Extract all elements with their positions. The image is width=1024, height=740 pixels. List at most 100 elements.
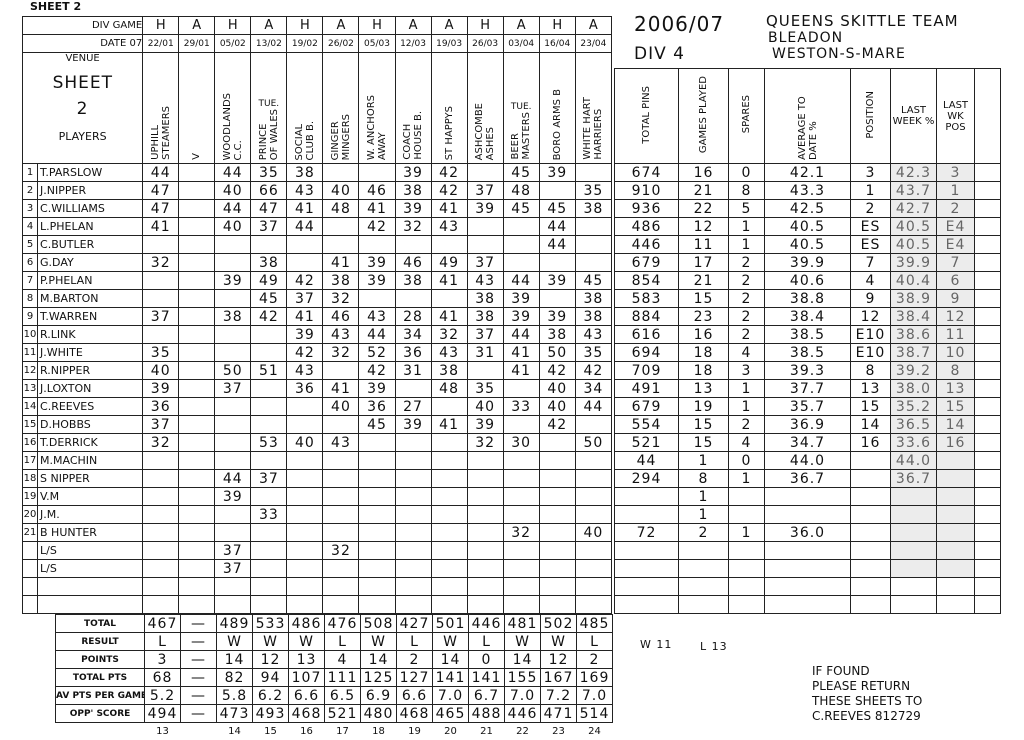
stat: 12	[851, 308, 891, 326]
score	[575, 236, 611, 254]
score: 33	[503, 398, 539, 416]
totals-value: 68	[145, 669, 181, 687]
score	[503, 470, 539, 488]
blank-cell	[143, 596, 179, 614]
stat: 36.0	[765, 524, 851, 542]
player-name: C.WILLIAMS	[38, 200, 143, 218]
score: 31	[467, 344, 503, 362]
score: 42	[575, 362, 611, 380]
score	[431, 236, 467, 254]
score	[431, 398, 467, 416]
score	[179, 362, 215, 380]
totals-value: —	[181, 669, 217, 687]
player-name: J.LOXTON	[38, 380, 143, 398]
blank-cell	[359, 578, 395, 596]
stat: 38.4	[891, 308, 937, 326]
score: 35	[143, 344, 179, 362]
blank-cell	[975, 506, 1001, 524]
score: 44	[215, 164, 251, 182]
stat: 7	[851, 254, 891, 272]
score: 42	[287, 344, 323, 362]
totals-value: 14	[217, 651, 253, 669]
totals-value: —	[181, 705, 217, 723]
stat: ES	[851, 236, 891, 254]
score	[395, 434, 431, 452]
stat: 13	[851, 380, 891, 398]
game-number: 22	[505, 723, 541, 740]
stat: 2	[679, 524, 729, 542]
score: 35	[575, 344, 611, 362]
score: 39	[215, 272, 251, 290]
score: 39	[215, 488, 251, 506]
score: 37	[143, 308, 179, 326]
score: 36	[143, 398, 179, 416]
blank-cell	[975, 542, 1001, 560]
score: 52	[359, 344, 395, 362]
stats-label: LAST WK POS	[937, 100, 974, 133]
score: 42	[287, 272, 323, 290]
score: 39	[395, 416, 431, 434]
score	[467, 470, 503, 488]
venue-cell: BORO ARMS B	[539, 53, 575, 164]
stats-label: SPARES	[741, 95, 752, 133]
score: 32	[323, 290, 359, 308]
blank-cell	[975, 416, 1001, 434]
player-number: 16	[23, 434, 38, 452]
venue: GINGER MINGERS	[330, 114, 352, 160]
stat	[851, 470, 891, 488]
venue-cell: SOCIAL CLUB B.	[287, 53, 323, 164]
stat: 8	[729, 182, 765, 200]
player-number: 12	[23, 362, 38, 380]
score	[251, 560, 287, 578]
home-away: A	[323, 17, 359, 35]
score	[179, 380, 215, 398]
blank-cell	[975, 344, 1001, 362]
blank-row	[615, 578, 1001, 596]
score	[323, 362, 359, 380]
score: 38	[539, 326, 575, 344]
sheet-label: SHEET 2	[53, 70, 113, 122]
totals-label: POINTS	[56, 651, 145, 669]
totals-value: L	[577, 633, 613, 651]
score	[179, 344, 215, 362]
score	[215, 326, 251, 344]
totals-value: 427	[397, 615, 433, 633]
home-away: A	[431, 17, 467, 35]
score: 45	[359, 416, 395, 434]
venue: WHITE HART HARRIERS	[582, 97, 604, 160]
player-number: 20	[23, 506, 38, 524]
stat: 38.4	[765, 308, 851, 326]
stats-label: GAMES PLAYED	[698, 76, 709, 153]
stat: 4	[729, 434, 765, 452]
score: 46	[395, 254, 431, 272]
stat: 38.5	[765, 344, 851, 362]
stat: 294	[615, 470, 679, 488]
venue: ST HAPPYS	[444, 106, 455, 160]
score	[251, 542, 287, 560]
score	[431, 560, 467, 578]
score	[503, 254, 539, 272]
score	[179, 182, 215, 200]
score: 36	[359, 398, 395, 416]
score: 32	[323, 344, 359, 362]
venue: UPHILL STEAMERS	[150, 106, 172, 160]
stat: 1	[729, 398, 765, 416]
score	[431, 434, 467, 452]
score: 37	[467, 254, 503, 272]
home-away: H	[215, 17, 251, 35]
record: L 13	[700, 640, 728, 653]
blank-cell	[851, 596, 891, 614]
score: 50	[539, 344, 575, 362]
player-number	[23, 560, 38, 578]
stat	[729, 488, 765, 506]
blank-cell	[431, 596, 467, 614]
